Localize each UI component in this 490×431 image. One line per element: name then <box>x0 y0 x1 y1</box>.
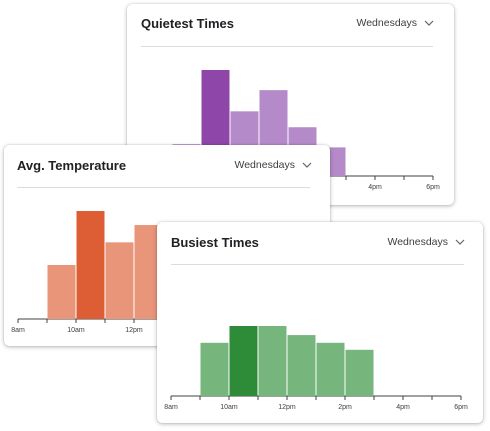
x-tick-label: 8am <box>164 404 178 411</box>
x-tick-label: 12pm <box>278 404 296 411</box>
dropdown-value: Wednesdays <box>356 17 417 29</box>
bar-9am[interactable] <box>47 265 76 319</box>
card-title: Avg. Temperature <box>17 158 127 173</box>
day-dropdown[interactable]: Wednesdays <box>387 236 465 248</box>
busiest-times-card: Busiest Times Wednesdays 8am 10am 12pm 2pm 4… <box>157 222 483 423</box>
bar-10am[interactable] <box>76 211 105 319</box>
x-tick-label: 12pm <box>125 327 143 334</box>
busiest-times-chart: 8am 10am 12pm 2pm 4pm 6pm <box>164 326 468 411</box>
card-title: Quietest Times <box>141 16 234 31</box>
bar-1pm[interactable] <box>316 342 345 396</box>
x-tick-label: 8am <box>11 327 25 334</box>
divider <box>141 46 433 47</box>
card-title: Busiest Times <box>171 235 259 250</box>
day-dropdown[interactable]: Wednesdays <box>356 17 434 29</box>
bar-10am[interactable] <box>229 326 258 396</box>
x-tick-label: 6pm <box>454 404 468 411</box>
dropdown-value: Wednesdays <box>234 159 295 171</box>
divider <box>17 187 310 188</box>
x-tick-label: 6pm <box>426 184 440 191</box>
bar-11am[interactable] <box>258 326 287 396</box>
day-dropdown[interactable]: Wednesdays <box>234 159 312 171</box>
chevron-down-icon <box>455 237 465 247</box>
bar-2pm[interactable] <box>345 349 374 396</box>
divider <box>171 264 464 265</box>
bar-9am[interactable] <box>200 342 229 396</box>
dropdown-value: Wednesdays <box>387 236 448 248</box>
x-tick-label: 10am <box>67 327 85 334</box>
x-tick-label: 10am <box>220 404 238 411</box>
chevron-down-icon <box>424 18 434 28</box>
bar-12pm[interactable] <box>287 335 316 396</box>
bar-11am[interactable] <box>105 242 134 319</box>
x-tick-label: 4pm <box>368 184 382 191</box>
chevron-down-icon <box>302 160 312 170</box>
x-tick-label: 4pm <box>396 404 410 411</box>
x-tick-label: 2pm <box>338 404 352 411</box>
